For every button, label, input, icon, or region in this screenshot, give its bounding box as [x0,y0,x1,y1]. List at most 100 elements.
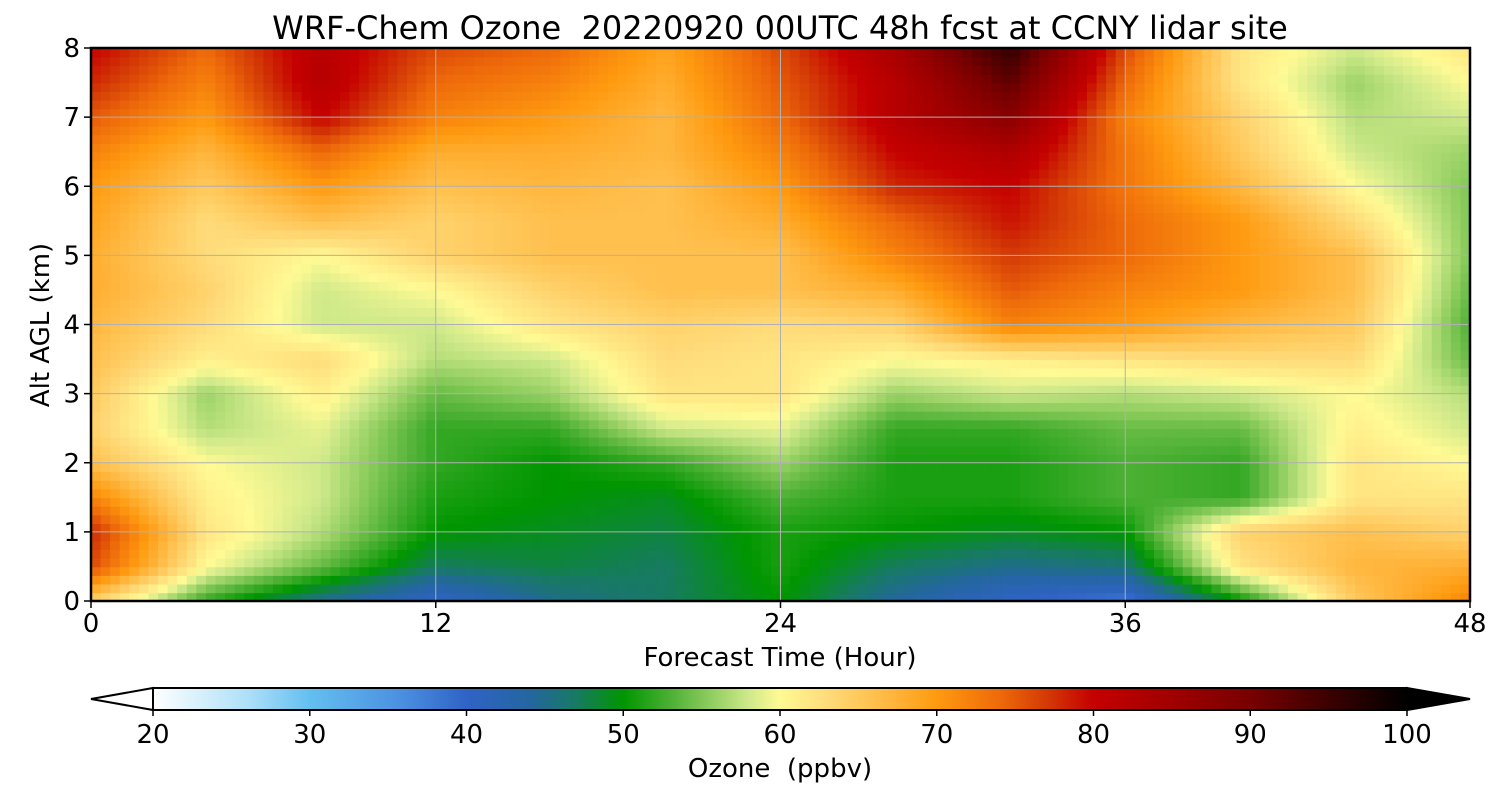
ozone-cell [464,454,475,464]
ozone-cell [617,454,629,464]
ozone-cell [818,462,830,473]
ozone-cell [1182,402,1194,412]
ozone-cell [1134,531,1146,542]
ozone-cell [426,557,437,568]
ozone-cell [617,445,629,455]
ozone-cell [1326,428,1337,438]
ozone-cell [1335,307,1347,317]
ozone-cell [91,592,102,601]
ozone-cell [675,583,686,594]
ozone-cell [301,359,313,369]
ozone-cell [1374,359,1385,369]
ozone-cell [1192,350,1203,360]
ozone-cell [981,583,992,594]
ozone-cell [244,376,255,386]
ozone-cell [1355,592,1366,601]
ozone-cell [790,480,801,490]
ozone-cell [981,523,992,533]
ozone-cell [1144,359,1155,369]
ozone-cell [713,376,724,386]
ozone-cell [876,350,887,360]
ozone-cell [1163,445,1174,455]
ozone-cell [1412,307,1423,317]
ozone-cell [445,359,456,369]
ozone-cell [972,575,983,585]
ozone-cell [1402,333,1414,343]
ozone-cell [550,350,562,360]
ozone-cell [158,436,169,447]
ozone-cell [981,393,992,404]
ozone-cell [1240,566,1251,576]
ozone-cell [1355,436,1366,447]
ozone-cell [914,505,925,516]
ozone-cell [1355,445,1366,455]
ozone-cell [751,324,763,334]
ozone-cell [1335,488,1347,499]
ozone-cell [359,333,370,343]
ozone-cell [1182,505,1194,516]
ozone-cell [1240,540,1251,550]
ozone-cell [924,333,935,343]
ozone-cell [1326,505,1337,516]
ozone-cell [560,350,571,360]
ozone-cell [339,384,351,395]
ozone-cell [1221,376,1232,386]
ozone-cell [301,410,313,421]
ozone-cell [196,531,207,542]
ozone-cell [560,497,571,507]
ozone-cell [732,359,743,369]
ozone-cell [339,488,351,499]
ozone-cell [1211,324,1222,334]
ozone-cell [780,497,791,507]
ozone-cell [493,575,504,585]
ozone-cell [1058,480,1069,490]
ozone-cell [129,436,140,447]
ozone-cell [1086,428,1098,438]
ozone-cell [301,384,313,395]
ozone-cell [263,566,274,576]
ozone-cell [1268,575,1280,585]
ozone-cell [991,393,1002,404]
ozone-cell [502,523,514,533]
ozone-cell [167,505,178,516]
ozone-cell [1058,307,1069,317]
ozone-cell [215,454,226,464]
ozone-cell [1086,393,1098,404]
ozone-cell [837,384,849,395]
ozone-cell [272,324,284,334]
ozone-cell [445,592,456,601]
ozone-cell [933,488,945,499]
ozone-cell [924,324,935,334]
ozone-cell [1412,497,1423,507]
ozone-cell [311,384,322,395]
ozone-cell [91,583,102,594]
ozone-cell [1374,410,1385,421]
ozone-cell [732,298,743,309]
ozone-cell [253,471,265,481]
ozone-cell [1297,445,1309,455]
ozone-cell [1173,428,1184,438]
ozone-cell [579,341,590,352]
ozone-cell [378,341,389,352]
ozone-cell [598,402,609,412]
ozone-cell [158,592,169,601]
ozone-cell [263,341,274,352]
ozone-cell [1163,384,1174,395]
ozone-cell [148,359,159,369]
ozone-cell [272,454,284,464]
ozone-cell [1182,566,1194,576]
ozone-cell [1460,359,1470,369]
ozone-cell [809,462,820,473]
ozone-cell [1431,454,1443,464]
ozone-cell [330,324,341,334]
ozone-cell [560,514,571,525]
ozone-cell [1288,445,1299,455]
ozone-cell [608,540,619,550]
ozone-cell [799,341,811,352]
ozone-cell [464,436,475,447]
ozone-cell [1326,575,1337,585]
ozone-cell [110,402,121,412]
ozone-cell [1412,462,1423,473]
ozone-cell [1335,583,1347,594]
ozone-cell [244,393,255,404]
